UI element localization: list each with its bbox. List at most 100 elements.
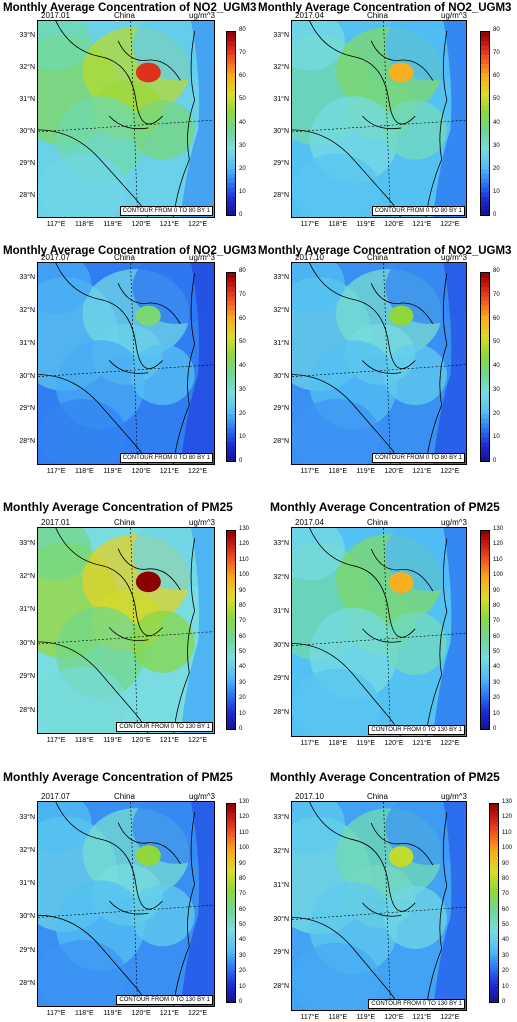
colorbar-step [490, 925, 498, 930]
colorbar-step [481, 45, 489, 51]
boundary-line [309, 263, 416, 370]
colorbar-step [227, 813, 235, 817]
region-label: China [367, 518, 388, 527]
colorbar-tick-label: 60 [502, 906, 509, 913]
colorbar-tick-label: 40 [502, 937, 509, 944]
longitude-gridline [130, 528, 138, 733]
colorbar-tick-label: 70 [239, 50, 246, 57]
boundary-line [55, 21, 163, 125]
colorbar-step [227, 992, 235, 997]
colorbar-step [227, 968, 235, 973]
colorbar-step [481, 324, 489, 330]
boundary-line [173, 812, 196, 1006]
colorbar-step [481, 338, 489, 344]
colorbar-tick-label: 70 [493, 50, 500, 57]
colorbar-step [481, 164, 489, 170]
latitude-label: 33°N [273, 274, 289, 282]
boundary-line [362, 628, 402, 643]
colorbar-step [227, 616, 235, 620]
colorbar-step [481, 604, 489, 608]
longitude-label: 120°E [131, 1010, 151, 1017]
latitude-label: 28°N [273, 709, 289, 717]
colorbar-tick-label: 0 [239, 726, 243, 732]
colorbar-step [481, 123, 489, 129]
colorbar-step [227, 640, 235, 645]
colorbar-step [227, 928, 235, 933]
colorbar-step [227, 210, 235, 216]
colorbar-step [227, 585, 235, 590]
colorbar-step [227, 77, 235, 83]
colorbar-gradient [227, 32, 235, 216]
latitude-label: 33°N [19, 539, 35, 547]
latitude-label: 33°N [273, 813, 289, 821]
colorbar-step [227, 671, 235, 675]
colorbar-step [490, 989, 498, 994]
colorbar [226, 31, 236, 216]
latitude-label: 32°N [273, 307, 289, 315]
colorbar-step [227, 338, 235, 344]
longitude-gridline [130, 21, 138, 217]
colorbar-step [227, 938, 235, 942]
colorbar-step [481, 428, 489, 434]
colorbar [480, 31, 490, 216]
latitude-gridline [38, 364, 214, 377]
concentration-map: CONTOUR FROM 0 TO 80 BY 1 [37, 20, 215, 218]
colorbar-step [490, 831, 498, 835]
colorbar-step [227, 677, 235, 681]
colorbar-step [227, 895, 235, 899]
colorbar-tick-label: 80 [493, 268, 500, 274]
colorbar-step [490, 843, 498, 848]
longitude-label: 118°E [328, 221, 348, 228]
boundary-line [55, 528, 163, 637]
map-field [38, 21, 214, 217]
boundary-line [173, 30, 196, 217]
colorbar-step [481, 564, 489, 569]
colorbar-step [481, 451, 489, 457]
colorbar-step [227, 376, 235, 382]
longitude-label: 118°E [328, 740, 348, 747]
colorbar-step [227, 118, 235, 124]
colorbar-step [481, 54, 489, 60]
colorbar-step [227, 858, 235, 863]
colorbar-step [490, 861, 498, 866]
latitude-label: 31°N [273, 881, 289, 889]
colorbar-step [481, 671, 489, 675]
colorbar-step [490, 907, 498, 912]
boundary-line [173, 273, 196, 464]
latitude-label: 28°N [19, 979, 35, 987]
colorbar-step [490, 992, 498, 997]
colorbar-tick-label: 120 [239, 814, 250, 821]
colorbar-step [227, 877, 235, 881]
colorbar-step [490, 810, 498, 814]
concentration-blob [38, 153, 127, 217]
colorbar-step [227, 886, 235, 890]
concentration-blob [383, 612, 447, 675]
panel-title: Monthly Average Concentration of PM25 [3, 770, 233, 784]
colorbar-step [227, 855, 235, 860]
colorbar-step [490, 877, 498, 881]
concentration-blob [38, 802, 92, 854]
colorbar-step [227, 995, 235, 1000]
colorbar-step [227, 385, 235, 391]
colorbar-step [490, 871, 498, 875]
colorbar-step [227, 451, 235, 457]
colorbar-step [490, 968, 498, 973]
colorbar-tick-label: 50 [493, 649, 500, 656]
map-field [292, 21, 466, 217]
colorbar-step [490, 944, 498, 948]
colorbar-step [227, 692, 235, 696]
colorbar-step [227, 196, 235, 202]
colorbar-step [227, 428, 235, 434]
latitude-label: 28°N [19, 438, 35, 446]
latitude-label: 29°N [19, 673, 35, 681]
longitude-label: 122°E [440, 468, 460, 475]
colorbar-step [227, 652, 235, 657]
colorbar-step [481, 707, 489, 712]
colorbar-step [227, 668, 235, 672]
colorbar-step [227, 719, 235, 724]
colorbar-step [481, 282, 489, 288]
colorbar-step [481, 607, 489, 611]
colorbar-tick-label: 90 [502, 860, 509, 867]
colorbar-step [227, 695, 235, 700]
colorbar-step [481, 357, 489, 363]
